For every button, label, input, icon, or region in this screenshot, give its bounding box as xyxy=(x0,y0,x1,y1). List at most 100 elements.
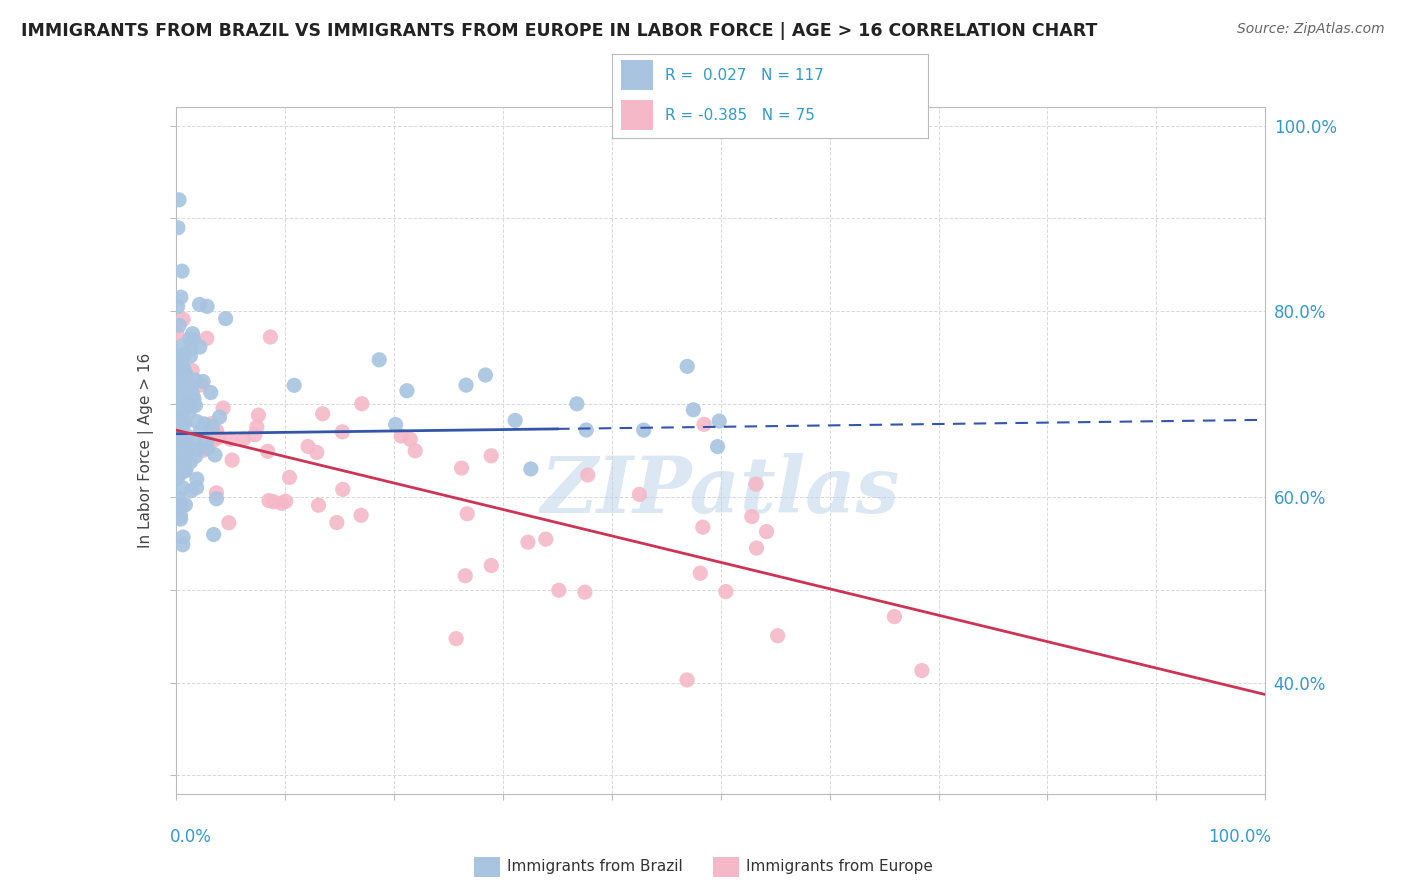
Point xyxy=(173,416,195,430)
Text: R = -0.385   N = 75: R = -0.385 N = 75 xyxy=(665,108,815,123)
Point xyxy=(172,530,194,544)
Point xyxy=(270,496,292,510)
Text: 100.0%: 100.0% xyxy=(1208,828,1271,847)
Text: Immigrants from Europe: Immigrants from Europe xyxy=(747,859,934,873)
Point xyxy=(384,417,406,432)
Point xyxy=(190,424,212,438)
Point xyxy=(283,378,305,392)
Point xyxy=(169,512,191,526)
Point xyxy=(693,417,716,432)
Point xyxy=(173,399,195,413)
Point xyxy=(389,429,412,443)
Point xyxy=(184,373,207,387)
Point xyxy=(167,220,190,235)
Point xyxy=(174,462,197,476)
Point xyxy=(202,434,225,448)
Point xyxy=(204,448,226,462)
Text: 0.0%: 0.0% xyxy=(170,828,212,847)
Point xyxy=(170,409,193,424)
Point xyxy=(173,376,195,390)
Point xyxy=(195,299,218,313)
Point xyxy=(444,632,467,646)
Point xyxy=(193,417,215,431)
Point xyxy=(692,520,714,534)
Point xyxy=(184,450,207,464)
Point xyxy=(173,368,195,382)
Point xyxy=(191,375,214,389)
Text: Source: ZipAtlas.com: Source: ZipAtlas.com xyxy=(1237,22,1385,37)
Point xyxy=(177,405,200,419)
Point xyxy=(176,446,198,460)
Point xyxy=(167,491,190,505)
Point xyxy=(755,524,778,539)
Point xyxy=(172,339,194,353)
Point xyxy=(167,467,190,482)
Point xyxy=(202,527,225,541)
Point xyxy=(565,397,588,411)
Point xyxy=(170,384,193,399)
Point xyxy=(172,499,194,513)
Point xyxy=(208,410,231,425)
Point xyxy=(170,387,193,401)
Point xyxy=(166,349,188,363)
Point xyxy=(195,442,218,456)
Point xyxy=(184,436,207,450)
Point xyxy=(503,413,526,427)
Point xyxy=(172,538,194,552)
Text: ZIPatlas: ZIPatlas xyxy=(541,453,900,530)
Point xyxy=(312,407,335,421)
Point xyxy=(166,424,188,438)
Point xyxy=(547,583,569,598)
Bar xyxy=(621,100,652,130)
Point xyxy=(305,445,328,459)
Point xyxy=(676,359,699,374)
Point xyxy=(170,360,193,375)
Point xyxy=(474,368,496,382)
Point xyxy=(911,664,934,678)
Point xyxy=(174,368,197,382)
Point xyxy=(186,472,208,486)
Point xyxy=(456,507,478,521)
Point xyxy=(278,470,301,484)
Point xyxy=(174,401,197,415)
Point xyxy=(169,497,191,511)
Point xyxy=(263,494,285,508)
Point xyxy=(454,378,477,392)
Point xyxy=(177,398,200,412)
Point xyxy=(205,491,228,506)
Point xyxy=(332,425,354,439)
Point xyxy=(167,380,190,394)
Point xyxy=(219,432,242,446)
Point xyxy=(709,414,731,428)
Point xyxy=(172,451,194,466)
Point xyxy=(195,434,218,449)
Point xyxy=(173,386,195,401)
Point xyxy=(181,363,204,377)
Point xyxy=(184,399,207,413)
Point xyxy=(208,430,231,444)
Point xyxy=(574,585,596,599)
Point xyxy=(350,508,373,523)
Point xyxy=(214,311,236,326)
Point xyxy=(181,326,204,341)
Point xyxy=(169,434,191,448)
Point xyxy=(186,415,208,429)
Point xyxy=(766,629,789,643)
Point xyxy=(181,386,204,401)
Point xyxy=(520,462,543,476)
Point xyxy=(633,423,655,437)
Point xyxy=(166,386,188,401)
Point xyxy=(166,367,188,381)
Point xyxy=(190,378,212,392)
Point xyxy=(173,454,195,468)
Point xyxy=(404,443,426,458)
Point xyxy=(169,508,191,523)
Point xyxy=(177,397,200,411)
Point xyxy=(682,402,704,417)
Text: R =  0.027   N = 117: R = 0.027 N = 117 xyxy=(665,68,824,83)
Point xyxy=(745,477,768,491)
Point xyxy=(205,485,228,500)
Point xyxy=(576,468,599,483)
Point xyxy=(186,481,208,495)
Point xyxy=(174,437,197,451)
